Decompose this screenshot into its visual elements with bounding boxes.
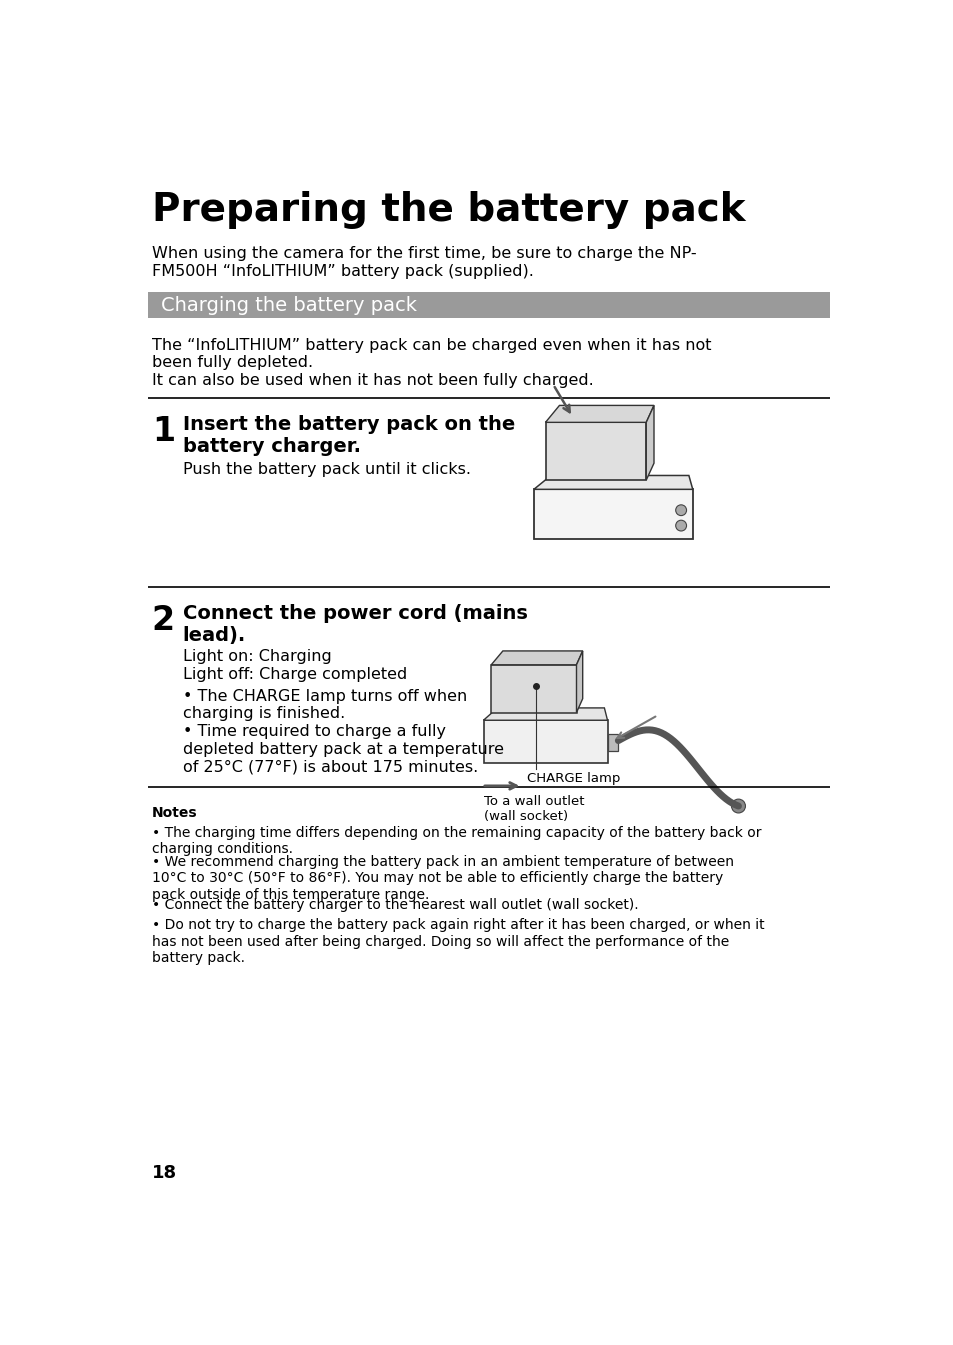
Text: When using the camera for the first time, be sure to charge the NP-
FM500H “Info: When using the camera for the first time… bbox=[152, 246, 696, 278]
Polygon shape bbox=[645, 405, 654, 480]
Text: • We recommend charging the battery pack in an ambient temperature of between
10: • We recommend charging the battery pack… bbox=[152, 855, 733, 901]
Bar bbox=[483, 720, 607, 763]
Text: Push the battery pack until it clicks.: Push the battery pack until it clicks. bbox=[183, 463, 471, 477]
Text: 2: 2 bbox=[152, 604, 174, 638]
Bar bbox=[545, 422, 645, 480]
Polygon shape bbox=[534, 476, 692, 490]
Bar bbox=[491, 664, 576, 713]
Text: 18: 18 bbox=[152, 1163, 176, 1182]
Text: Light on: Charging: Light on: Charging bbox=[183, 648, 332, 664]
Polygon shape bbox=[491, 651, 582, 664]
Text: Preparing the battery pack: Preparing the battery pack bbox=[152, 191, 744, 229]
Bar bbox=[534, 490, 692, 539]
Circle shape bbox=[675, 521, 686, 531]
Text: 1: 1 bbox=[152, 414, 174, 448]
Polygon shape bbox=[483, 707, 607, 720]
Text: • The charging time differs depending on the remaining capacity of the battery b: • The charging time differs depending on… bbox=[152, 826, 760, 857]
Bar bbox=[148, 292, 829, 319]
Text: Notes: Notes bbox=[152, 806, 197, 820]
Text: • The CHARGE lamp turns off when
charging is finished.: • The CHARGE lamp turns off when chargin… bbox=[183, 689, 467, 721]
Text: • Connect the battery charger to the nearest wall outlet (wall socket).: • Connect the battery charger to the nea… bbox=[152, 898, 638, 912]
Circle shape bbox=[675, 504, 686, 515]
Polygon shape bbox=[576, 651, 582, 713]
Text: Connect the power cord (mains
lead).: Connect the power cord (mains lead). bbox=[183, 604, 527, 646]
Circle shape bbox=[731, 799, 744, 812]
Text: Insert the battery pack on the
battery charger.: Insert the battery pack on the battery c… bbox=[183, 414, 515, 456]
Text: • Do not try to charge the battery pack again right after it has been charged, o: • Do not try to charge the battery pack … bbox=[152, 919, 763, 964]
Polygon shape bbox=[545, 405, 654, 422]
Text: Light off: Charge completed: Light off: Charge completed bbox=[183, 667, 407, 682]
Text: Charging the battery pack: Charging the battery pack bbox=[161, 296, 416, 315]
Text: It can also be used when it has not been fully charged.: It can also be used when it has not been… bbox=[152, 373, 593, 389]
Text: The “InfoLITHIUM” battery pack can be charged even when it has not
been fully de: The “InfoLITHIUM” battery pack can be ch… bbox=[152, 338, 711, 370]
Bar bbox=[607, 733, 618, 751]
Text: CHARGE lamp: CHARGE lamp bbox=[526, 772, 619, 785]
Text: To a wall outlet
(wall socket): To a wall outlet (wall socket) bbox=[483, 795, 583, 823]
Text: • Time required to charge a fully
depleted battery pack at a temperature
of 25°C: • Time required to charge a fully deplet… bbox=[183, 724, 503, 775]
